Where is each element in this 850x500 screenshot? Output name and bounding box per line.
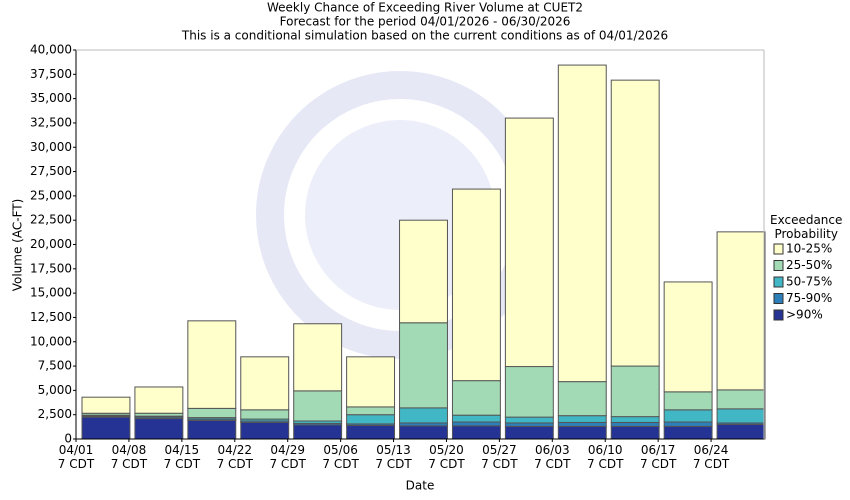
y-tick-label: 0 bbox=[64, 432, 72, 446]
x-tick-label: 06/10 7 CDT bbox=[587, 443, 624, 471]
bar-segment bbox=[346, 356, 396, 408]
x-tick-label: 04/08 7 CDT bbox=[110, 443, 148, 471]
bar-segment bbox=[293, 390, 343, 422]
legend-swatch bbox=[773, 276, 784, 288]
x-tick-label: 05/06 7 CDT bbox=[322, 443, 359, 471]
bar-segment bbox=[293, 424, 343, 440]
bar-segment bbox=[663, 281, 713, 393]
x-tick-label: 06/17 7 CDT bbox=[639, 443, 677, 471]
bar-segment bbox=[716, 231, 766, 391]
legend-label: 75-90% bbox=[786, 291, 832, 305]
bar-segment bbox=[504, 425, 554, 440]
legend-swatch bbox=[773, 309, 784, 321]
bar-segment bbox=[610, 416, 660, 423]
bar-segment bbox=[346, 424, 396, 440]
bar-segment bbox=[399, 322, 448, 409]
x-tick-label: 04/01 7 CDT bbox=[57, 443, 95, 471]
y-tick-label: 27,500 bbox=[30, 164, 72, 178]
bar-segment bbox=[610, 365, 660, 418]
bar-segment bbox=[81, 416, 131, 440]
y-tick-label: 32,500 bbox=[30, 115, 72, 129]
bar-segment bbox=[187, 320, 237, 409]
x-tick-label: 06/03 7 CDT bbox=[534, 443, 571, 471]
bar-segment bbox=[451, 421, 501, 427]
chart-note: This is a conditional simulation based o… bbox=[181, 29, 668, 43]
legend-label: 25-50% bbox=[786, 258, 832, 272]
legend-swatch bbox=[773, 260, 784, 271]
y-tick-label: 22,500 bbox=[30, 213, 72, 227]
x-tick-label: 05/20 7 CDT bbox=[428, 443, 465, 471]
bar-segment bbox=[240, 421, 290, 440]
bar-segment bbox=[663, 421, 713, 427]
bar-segment bbox=[663, 391, 713, 411]
bar-segment bbox=[663, 409, 713, 423]
legend-swatch bbox=[773, 293, 784, 304]
y-tick-label: 40,000 bbox=[30, 43, 72, 57]
y-tick-label: 12,500 bbox=[30, 310, 72, 324]
bar-segment bbox=[451, 425, 501, 440]
y-tick-label: 20,000 bbox=[30, 237, 72, 251]
y-tick-label: 2,500 bbox=[38, 407, 72, 421]
bar-segment bbox=[557, 421, 607, 427]
legend-swatch bbox=[773, 243, 784, 255]
bar-segment bbox=[240, 356, 290, 411]
bar-segment bbox=[610, 421, 660, 427]
bar-segment bbox=[663, 425, 713, 440]
x-tick-label: 04/22 7 CDT bbox=[216, 443, 253, 471]
bar-segment bbox=[504, 422, 554, 427]
chart-title: Weekly Chance of Exceeding River Volume … bbox=[267, 1, 583, 15]
y-tick-label: 15,000 bbox=[30, 286, 72, 300]
bar-segment bbox=[451, 414, 501, 423]
bar-segment bbox=[610, 79, 660, 367]
legend-title: Exceedance Probability bbox=[770, 213, 843, 241]
y-tick-label: 30,000 bbox=[30, 140, 72, 154]
y-tick-label: 35,000 bbox=[30, 91, 72, 105]
x-axis-label: Date bbox=[406, 479, 435, 493]
bar-segment bbox=[716, 389, 766, 410]
bar-segment bbox=[557, 381, 607, 417]
bar-segment bbox=[504, 416, 554, 424]
chart-subtitle: Forecast for the period 04/01/2026 - 06/… bbox=[280, 15, 571, 29]
y-tick-label: 7,500 bbox=[38, 359, 72, 373]
y-tick-label: 17,500 bbox=[30, 261, 72, 275]
bar-segment bbox=[81, 396, 131, 414]
bar-segment bbox=[346, 414, 396, 425]
bar-segment bbox=[504, 366, 554, 418]
x-tick-label: 05/27 7 CDT bbox=[481, 443, 518, 471]
bar-segment bbox=[134, 418, 184, 440]
bar-segment bbox=[451, 380, 501, 416]
bar-segment bbox=[504, 117, 554, 368]
y-tick-label: 37,500 bbox=[30, 67, 72, 81]
bar-segment bbox=[346, 406, 396, 416]
bar-segment bbox=[399, 425, 448, 440]
legend-label: 50-75% bbox=[786, 275, 832, 289]
x-tick-label: 05/13 7 CDT bbox=[375, 443, 412, 471]
bar-segment bbox=[610, 425, 660, 440]
bar-segment bbox=[187, 407, 237, 419]
y-tick-label: 5,000 bbox=[38, 383, 72, 397]
bar-segment bbox=[134, 386, 184, 414]
y-axis-label: Volume (AC-FT) bbox=[11, 199, 25, 292]
bar-segment bbox=[557, 425, 607, 440]
bar-segment bbox=[716, 408, 766, 424]
legend-label: 10-25% bbox=[786, 242, 832, 256]
legend-label: >90% bbox=[786, 308, 823, 322]
y-tick-label: 25,000 bbox=[30, 188, 72, 202]
x-tick-label: 06/24 7 CDT bbox=[692, 443, 730, 471]
bar-segment bbox=[716, 423, 766, 440]
bar-segment bbox=[187, 420, 237, 440]
x-tick-label: 04/15 7 CDT bbox=[163, 443, 201, 471]
bar-segment bbox=[557, 64, 607, 383]
y-tick-label: 10,000 bbox=[30, 334, 72, 348]
bar-segment bbox=[399, 219, 448, 324]
bar-segment bbox=[293, 323, 343, 392]
bar-segment bbox=[240, 409, 290, 420]
bar-segment bbox=[399, 407, 448, 424]
x-tick-label: 04/29 7 CDT bbox=[269, 443, 306, 471]
bar-segment bbox=[557, 415, 607, 423]
bar-segment bbox=[451, 188, 501, 382]
